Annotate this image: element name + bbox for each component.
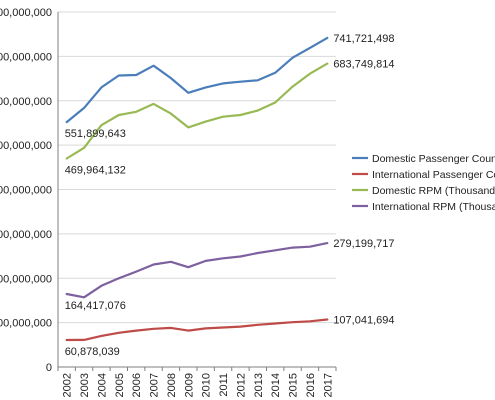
data-label: 60,878,039: [65, 346, 120, 358]
series-line-1: [65, 318, 329, 342]
x-tick-label: 2016: [305, 373, 317, 397]
x-tick-label: 2003: [79, 373, 91, 397]
gridlines: [58, 11, 336, 324]
x-tick-label: 2012: [235, 373, 247, 397]
y-tick-label: 200,000,000: [0, 273, 52, 285]
y-tick-label: 300,000,000: [0, 229, 52, 241]
data-label: 279,199,717: [333, 238, 394, 250]
series-line-3: [65, 242, 329, 299]
data-label: 469,964,132: [65, 164, 126, 176]
series-lines: [65, 36, 329, 342]
x-tick-label: 2009: [183, 373, 195, 397]
x-tick-label: 2013: [253, 373, 265, 397]
y-tick-label: 100,000,000: [0, 318, 52, 330]
x-tick-label: 2010: [201, 373, 213, 397]
y-tick-label: 800,000,000: [0, 7, 52, 19]
x-tick-label: 2017: [322, 373, 334, 397]
x-tick-label: 2007: [149, 373, 161, 397]
x-tick-label: 2002: [62, 373, 74, 397]
series-line-0: [65, 36, 329, 124]
y-tick-label: 600,000,000: [0, 96, 52, 108]
y-tick-label: 500,000,000: [0, 140, 52, 152]
data-label: 741,721,498: [333, 33, 394, 45]
legend-label: Domestic Passenger Count: [372, 153, 495, 165]
y-tick-label: 400,000,000: [0, 185, 52, 197]
x-tick-label: 2005: [114, 373, 126, 397]
data-label: 551,899,643: [65, 128, 126, 140]
y-tick-label: 0: [46, 362, 52, 374]
legend-label: International RPM (Thousands): [372, 201, 495, 213]
x-tick-label: 2014: [270, 373, 282, 397]
x-tick-label: 2004: [96, 373, 108, 397]
data-label: 683,749,814: [333, 59, 394, 71]
series-line-2: [65, 62, 329, 160]
x-tick-label: 2008: [166, 373, 178, 397]
legend: Domestic Passenger Count International Pa…: [352, 153, 495, 213]
data-label: 107,041,694: [333, 315, 394, 327]
legend-label: International Passenger Count: [372, 169, 495, 181]
y-axis-tick-labels: 0 100,000,000 200,000,000 300,000,000 400,00…: [0, 7, 52, 374]
x-tick-label: 2006: [131, 373, 143, 397]
y-tick-label: 700,000,000: [0, 51, 52, 63]
x-tick-label: 2011: [218, 373, 230, 397]
x-axis-tick-labels: 2002 2003 2004 2005 2006 2007 2008 2009 2010 2011…: [62, 373, 335, 397]
x-tick-label: 2015: [288, 373, 300, 397]
data-labels: 551,899,643 741,721,498 469,964,132 683,749…: [65, 33, 395, 358]
axes: [57, 12, 337, 371]
data-label: 164,417,076: [65, 300, 126, 312]
legend-label: Domestic RPM (Thousands): [372, 185, 495, 197]
